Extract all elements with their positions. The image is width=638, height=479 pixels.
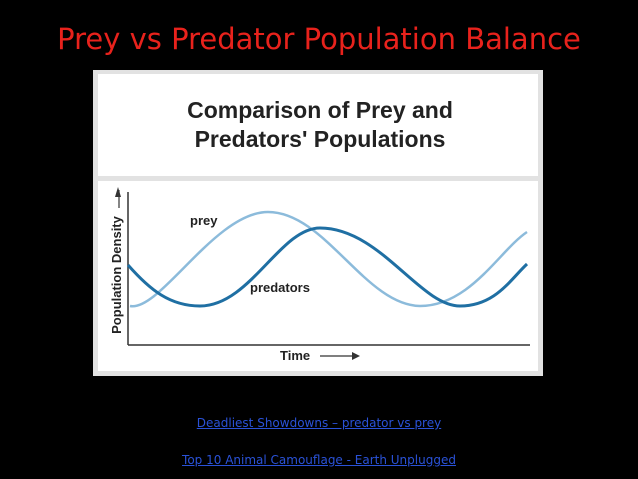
predators-curve <box>126 226 529 308</box>
link[interactable]: Deadliest Showdowns – predator vs prey <box>196 416 442 430</box>
figure-header <box>98 74 538 176</box>
y-axis-label: Population Density <box>109 215 124 334</box>
x-axis-label: Time <box>280 348 310 363</box>
x-axis-arrow <box>352 352 360 360</box>
figure-title-line: Comparison of Prey and <box>187 97 453 123</box>
prey-curve <box>129 210 528 308</box>
predators-label: predators <box>250 280 310 295</box>
slide-title: Prey vs Predator Population Balance <box>57 22 581 56</box>
figure-plot <box>98 181 538 371</box>
link[interactable]: Top 10 Animal Camouflage - Earth Unplugg… <box>182 453 456 467</box>
figure-title-line: Predators' Populations <box>195 126 446 152</box>
prey-label: prey <box>190 213 218 228</box>
